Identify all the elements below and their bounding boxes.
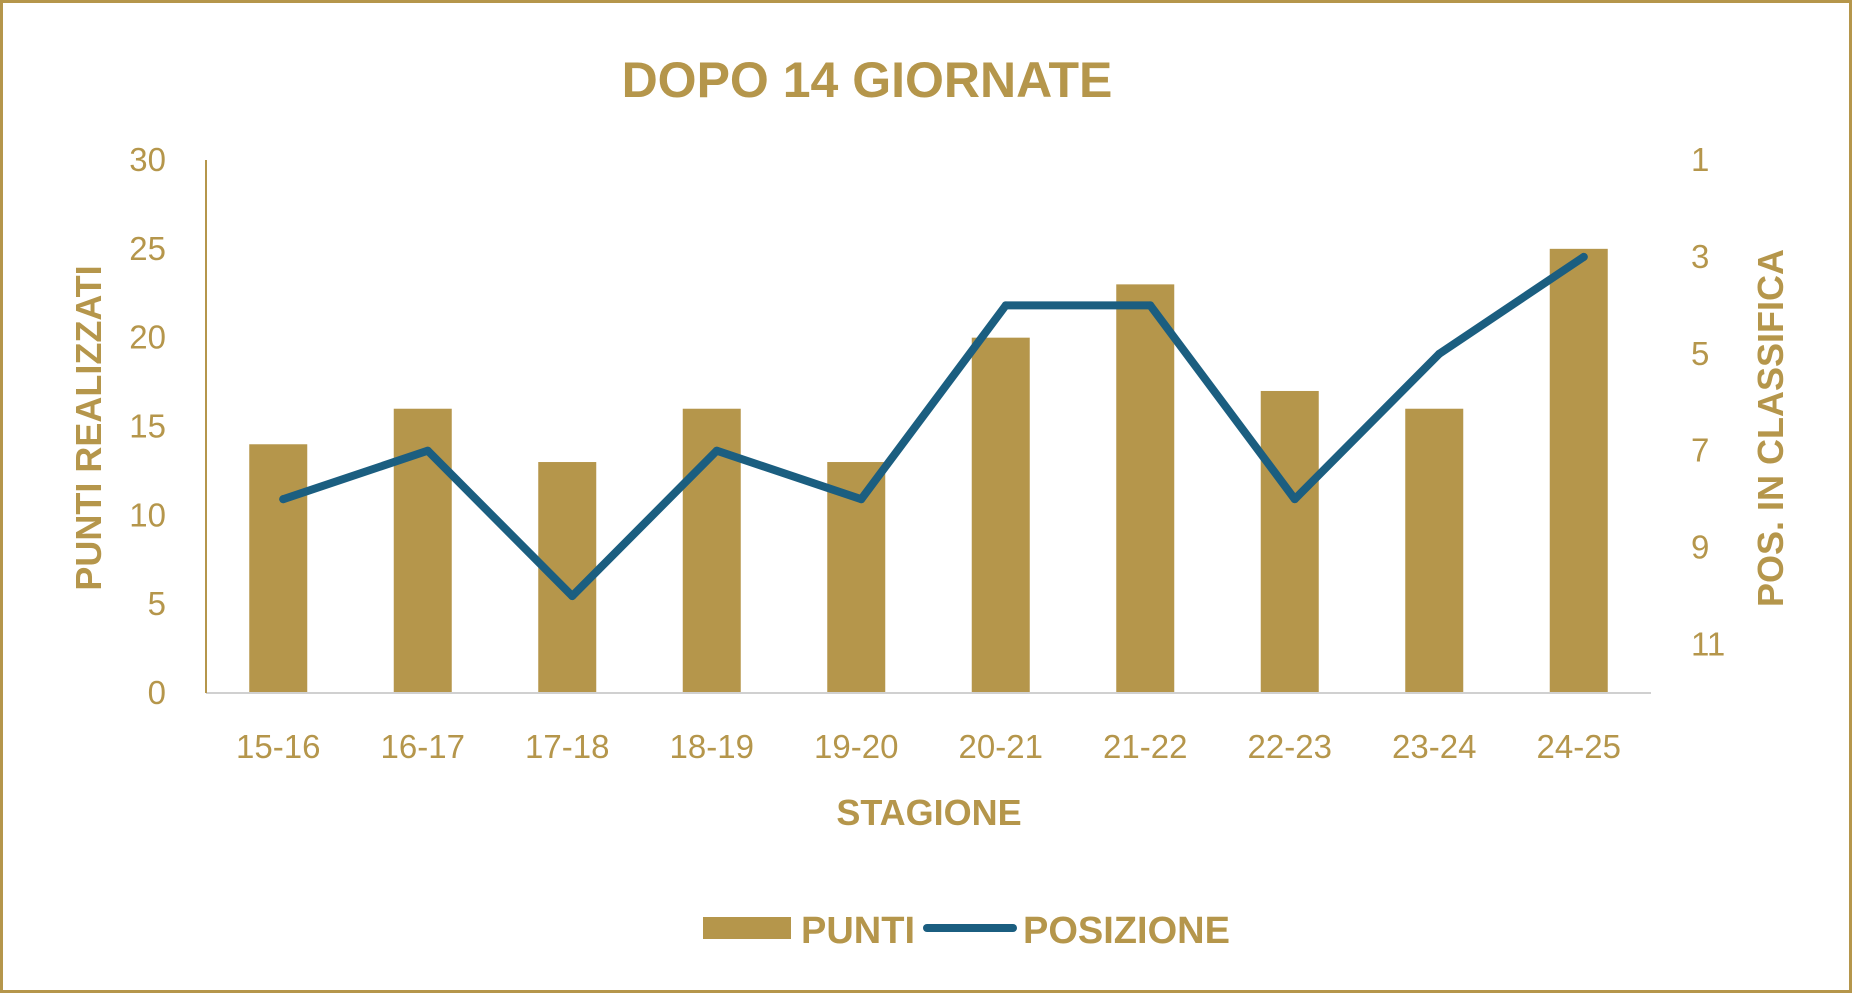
point-22-23 [1290, 495, 1299, 504]
x-tick-label: 20-21 [959, 728, 1043, 765]
bar-24-25 [1549, 248, 1608, 694]
line-posizione [279, 252, 1588, 601]
x-axis-ticks: 15-16 16-17 17-18 18-19 19-20 20-21 21-22 22-23… [236, 728, 1621, 765]
line-series-posizione [279, 252, 1588, 601]
y-tick-label: 5 [148, 585, 166, 622]
y2-tick-label: 1 [1691, 141, 1709, 178]
point-21-22 [1146, 301, 1155, 310]
bar-20-21 [971, 337, 1030, 693]
x-tick-label: 17-18 [525, 728, 609, 765]
axes [205, 160, 1651, 694]
left-axis-ticks: 0 5 10 15 20 25 30 [129, 141, 166, 711]
x-axis-title: STAGIONE [836, 792, 1021, 833]
x-tick-label: 15-16 [236, 728, 320, 765]
y-tick-label: 10 [129, 496, 166, 533]
right-axis-ticks: 1 3 5 7 9 11 [1691, 141, 1725, 663]
bar-21-22 [1116, 284, 1175, 693]
y-tick-label: 0 [148, 674, 166, 711]
point-23-24 [1435, 349, 1444, 358]
point-20-21 [1001, 301, 1010, 310]
bar-15-16 [249, 444, 308, 693]
y-tick-label: 20 [129, 319, 166, 356]
y-tick-label: 15 [129, 408, 166, 445]
point-16-17 [423, 446, 432, 455]
x-tick-label: 22-23 [1248, 728, 1332, 765]
y-axis-title: PUNTI REALIZZATI [68, 265, 109, 590]
legend-label-punti: PUNTI [801, 910, 915, 952]
x-tick-label: 21-22 [1103, 728, 1187, 765]
legend: PUNTI POSIZIONE [703, 910, 1230, 952]
y2-tick-label: 7 [1691, 432, 1709, 469]
x-tick-label: 16-17 [381, 728, 465, 765]
y-tick-label: 30 [129, 141, 166, 178]
y2-axis-title: POS. IN CLASSIFICA [1750, 249, 1791, 607]
legend-swatch-punti [703, 917, 791, 939]
x-tick-label: 19-20 [814, 728, 898, 765]
y2-tick-label: 11 [1691, 626, 1725, 663]
x-tick-label: 18-19 [670, 728, 754, 765]
point-15-16 [279, 495, 288, 504]
x-tick-label: 23-24 [1392, 728, 1476, 765]
point-18-19 [712, 446, 721, 455]
combo-chart: DOPO 14 GIORNATE 0 5 10 15 20 25 30 1 3 5 7 9 11 15… [68, 52, 1791, 952]
point-17-18 [568, 592, 577, 601]
bar-22-23 [1260, 390, 1319, 693]
chart-title: DOPO 14 GIORNATE [622, 52, 1113, 108]
legend-label-posizione: POSIZIONE [1023, 910, 1230, 952]
y2-tick-label: 9 [1691, 529, 1709, 566]
bar-23-24 [1405, 408, 1464, 693]
point-24-25 [1579, 252, 1588, 261]
y2-tick-label: 3 [1691, 238, 1709, 275]
point-19-20 [857, 495, 866, 504]
y-tick-label: 25 [129, 230, 166, 267]
y2-tick-label: 5 [1691, 335, 1709, 372]
x-tick-label: 24-25 [1537, 728, 1621, 765]
